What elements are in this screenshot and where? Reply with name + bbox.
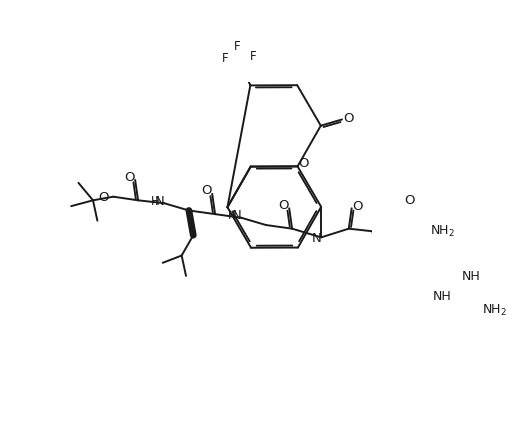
Text: NH: NH [432, 290, 451, 304]
Text: O: O [352, 200, 362, 213]
Text: N: N [312, 232, 322, 246]
Text: F: F [249, 50, 256, 62]
Text: H: H [228, 209, 237, 222]
Text: NH: NH [461, 270, 480, 283]
Text: NH$_2$: NH$_2$ [482, 303, 507, 318]
Text: O: O [404, 194, 415, 207]
Text: NH$_2$: NH$_2$ [430, 224, 455, 239]
Text: O: O [298, 157, 309, 170]
Text: O: O [124, 171, 135, 183]
Text: O: O [278, 199, 289, 212]
Text: H: H [151, 194, 160, 208]
Text: F: F [222, 52, 228, 66]
Text: N: N [155, 194, 164, 208]
Text: N: N [231, 209, 241, 222]
Text: O: O [98, 191, 109, 204]
Text: O: O [343, 111, 354, 125]
Text: O: O [201, 184, 211, 198]
Text: F: F [234, 40, 241, 53]
